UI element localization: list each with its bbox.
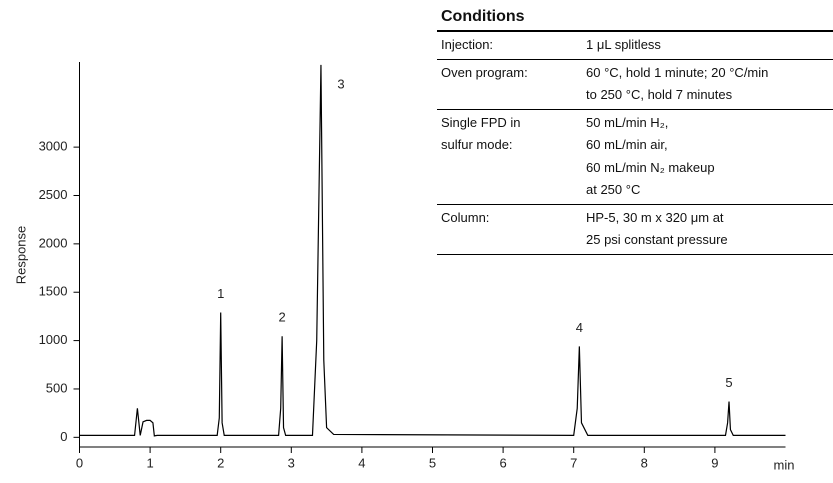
- y-tick-label: 1500: [39, 284, 68, 299]
- peak-label: 1: [217, 286, 224, 301]
- table-row: Single FPD in sulfur mode: 50 mL/min H₂, 60…: [437, 110, 833, 205]
- row-value: 1 μL splitless: [586, 34, 661, 57]
- trace: [79, 64, 786, 437]
- y-tick-label: 1000: [39, 332, 68, 347]
- peak-label: 3: [337, 76, 344, 91]
- value-line: 60 mL/min air,: [586, 137, 668, 152]
- y-tick-label: 3000: [39, 139, 68, 154]
- table-title: Conditions: [437, 4, 833, 32]
- y-tick-label: 500: [46, 380, 68, 395]
- label-line: sulfur mode:: [441, 137, 513, 152]
- label-line: Oven program:: [441, 64, 528, 80]
- conditions-table: Conditions Injection: 1 μL splitless Oven …: [437, 4, 833, 255]
- x-tick-label: 0: [76, 455, 83, 470]
- row-value: 50 mL/min H₂, 60 mL/min air, 60 mL/min N₂ …: [586, 112, 715, 202]
- value-line: HP-5, 30 m x 320 μm at: [586, 209, 724, 225]
- x-axis-label: min: [774, 457, 795, 472]
- y-tick-label: 0: [60, 429, 67, 444]
- label-line: Injection:: [441, 37, 494, 52]
- row-value: HP-5, 30 m x 320 μm at 25 psi constant pr…: [586, 207, 728, 252]
- x-tick-label: 7: [570, 455, 577, 470]
- row-label: Column:: [437, 207, 586, 252]
- value-line: at 250 °C: [586, 182, 641, 197]
- label-line: Column:: [441, 209, 490, 225]
- peak-label: 5: [725, 375, 732, 390]
- value-line: 60 °C, hold 1 minute; 20 °C/min: [586, 64, 769, 80]
- peak-label: 2: [279, 310, 286, 325]
- x-tick-label: 5: [429, 455, 436, 470]
- row-label: Single FPD in sulfur mode:: [437, 112, 586, 202]
- peak-label: 4: [576, 320, 583, 335]
- x-tick-label: 1: [146, 455, 153, 470]
- label-line: Single FPD in: [441, 114, 521, 130]
- table-row: Injection: 1 μL splitless: [437, 32, 833, 60]
- y-axis-label: Response: [13, 226, 28, 285]
- value-line: 50 mL/min H₂,: [586, 114, 669, 130]
- value-line: 60 mL/min N₂ makeup: [586, 159, 715, 175]
- x-tick-label: 8: [641, 455, 648, 470]
- value-line: 1 μL splitless: [586, 37, 661, 52]
- value-line: 25 psi constant pressure: [586, 232, 728, 247]
- x-tick-label: 4: [358, 455, 365, 470]
- table-row: Column: HP-5, 30 m x 320 μm at 25 psi cons…: [437, 205, 833, 255]
- x-tick-label: 3: [288, 455, 295, 470]
- y-tick-label: 2500: [39, 187, 68, 202]
- x-tick-label: 9: [711, 455, 718, 470]
- y-tick-label: 2000: [39, 235, 68, 250]
- row-value: 60 °C, hold 1 minute; 20 °C/min to 250 °C…: [586, 62, 768, 107]
- row-label: Oven program:: [437, 62, 586, 107]
- table-row: Oven program: 60 °C, hold 1 minute; 20 °C…: [437, 60, 833, 110]
- row-label: Injection:: [437, 34, 586, 57]
- x-tick-label: 2: [217, 455, 224, 470]
- x-tick-label: 6: [499, 455, 506, 470]
- value-line: to 250 °C, hold 7 minutes: [586, 87, 733, 102]
